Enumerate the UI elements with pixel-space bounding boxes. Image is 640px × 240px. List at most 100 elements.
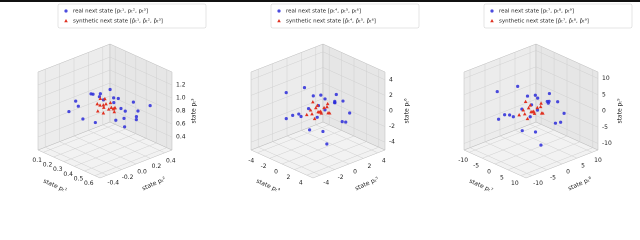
y-axis-label: state pₜ⁵ [354,175,380,192]
grid-line [109,69,173,99]
grid-line [37,69,111,99]
grid-line [73,135,137,165]
grid-line [463,66,537,95]
legend-box [57,3,207,29]
data-point [104,102,108,106]
data-point [536,96,540,100]
grid-line [499,135,563,165]
grid-line [535,82,599,112]
x-tick-label: 2 [286,174,290,181]
data-point [81,117,85,121]
grid-line [250,98,324,127]
y-axis-label: state pₜ⁸ [567,175,593,192]
data-point [517,113,521,117]
data-point [123,109,127,113]
grid-line [484,141,548,171]
grid-line [463,50,537,79]
grid-line [535,115,599,144]
data-point [302,86,307,90]
legend-label: synthetic next state [p̂ₜ¹, p̂ₜ², p̂ₜ³] [73,18,163,25]
data-point [496,117,501,121]
data-point [284,117,288,121]
data-point [325,101,330,106]
data-point [334,92,338,97]
data-point [521,108,526,112]
grid-line [463,82,537,112]
x-tick-label: 0.6 [84,180,94,187]
z-tick-label: -4 [389,139,395,146]
figure: 0.10.20.30.40.50.6 -0.4-0.20.00.20.40.40.… [0,0,640,195]
data-point [95,102,100,106]
z-tick-label: -2 [389,123,395,130]
data-point [562,111,566,115]
data-point [308,128,312,132]
z-axis-label: state pₜ⁹ [617,98,624,124]
x-tick-label: -5 [473,163,479,170]
grid-line [463,99,537,128]
data-point [333,99,337,103]
data-point [131,100,135,104]
data-point [340,120,344,124]
data-point [136,109,140,113]
data-point [553,121,558,125]
y-tick-label: 0 [353,169,357,176]
y-axis-label: state pₜ² [141,175,167,192]
grid-line [258,146,321,176]
z-tick-label: 4 [389,76,393,83]
grid-line [250,113,324,143]
data-point [101,103,106,107]
data-point [112,100,116,105]
z-tick-label: -10 [602,140,612,147]
grid-line [102,124,165,154]
x-tick-label: 0 [274,169,278,176]
z-axis-label: state pₜ⁶ [404,98,411,124]
data-point [119,106,123,111]
data-point [98,96,103,101]
grid-line [109,56,173,86]
data-point [101,111,106,115]
data-point [547,91,552,96]
data-point [520,129,524,133]
data-point [535,105,540,110]
grid-line [514,129,578,159]
data-point [284,91,288,95]
data-point [291,113,295,117]
legend-box [270,3,420,29]
grid-line [322,113,386,143]
z-tick-label: 0.4 [176,134,186,141]
x-tick-label: 0.4 [63,171,73,178]
grid-line [469,147,533,176]
y-tick-label: -4 [323,180,329,187]
data-point [495,89,499,94]
grid-line [37,56,111,86]
grid-line [88,130,151,159]
data-point [123,125,127,129]
grid-line [535,99,599,128]
grid-line [463,115,537,144]
x-tick-label: 5 [500,174,504,181]
z-tick-label: 0 [602,108,606,115]
z-tick-label: 0.8 [176,108,186,115]
data-point [96,109,100,113]
data-point [308,108,313,112]
grid-line [59,141,122,170]
z-tick-label: 1.0 [176,95,186,102]
data-point [344,120,348,124]
data-point [134,114,139,119]
grid-line [315,124,378,154]
x-axis-label: state pₜ⁷ [468,178,494,195]
x-tick-label: 0.3 [53,166,63,173]
data-point [533,93,537,97]
data-point [111,107,116,111]
legend-label: synthetic next state [p̂ₜ⁴, p̂ₜ⁵, p̂ₜ⁶] [286,18,376,25]
x-tick-label: -4 [248,157,254,164]
grid-line [250,67,324,96]
data-point [327,111,332,115]
x-tick-label: 0.2 [43,162,53,169]
legend-marker [277,9,281,13]
y-tick-label: 5 [581,163,585,170]
data-point [98,103,102,107]
data-point [526,106,531,110]
data-point [304,112,309,117]
y-tick-label: 0 [566,169,570,176]
